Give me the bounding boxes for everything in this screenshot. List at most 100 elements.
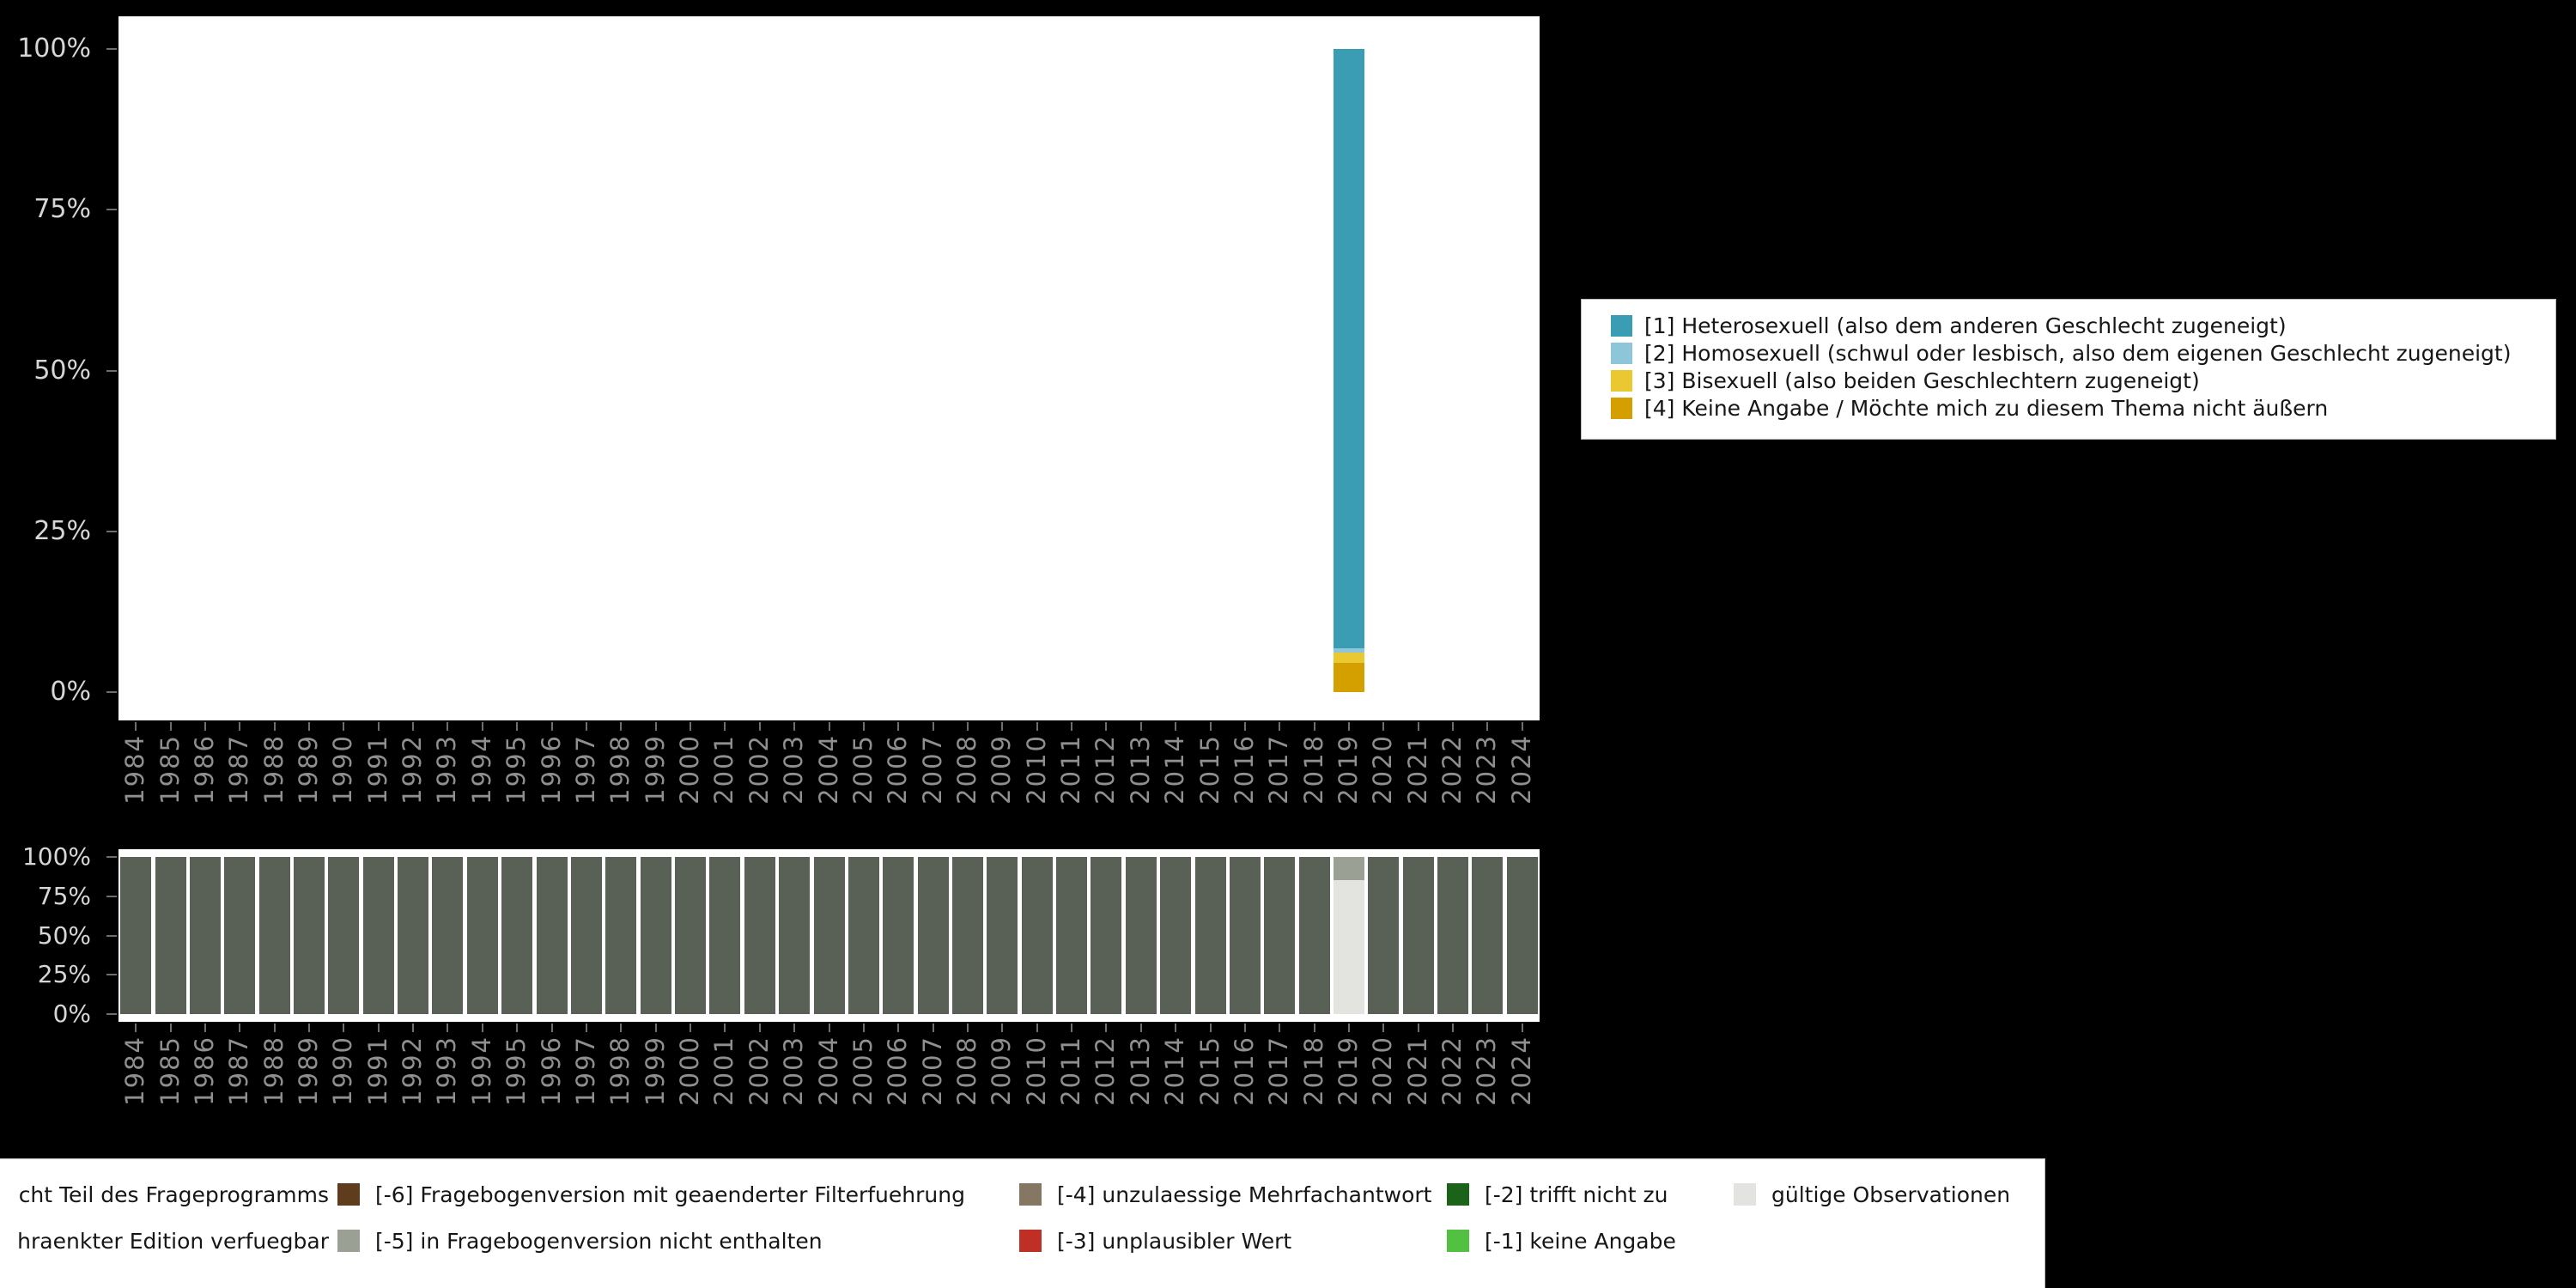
x-axis-label: 2024 [1506,734,1536,805]
legend-entry: [-5] in Fragebogenversion nicht enthalte… [337,1229,1019,1254]
legend-swatch-minus6 [337,1183,360,1206]
x-axis-tick [273,1024,276,1032]
bar-segment [813,857,845,1014]
legend-label: [-3] unplausibler Wert [1057,1228,1292,1254]
bar-2022 [1437,857,1469,1014]
x-axis-tick [273,722,276,731]
bar-segment [189,857,221,1014]
x-axis-tick [620,722,623,731]
x-axis-label: 2020 [1368,734,1398,805]
x-axis-tick [897,722,900,731]
y-axis-tick [106,895,117,897]
x-axis-label: 2007 [917,734,947,805]
x-axis-label: 2020 [1368,1036,1398,1106]
bar-segment [362,857,394,1014]
x-axis-label: 2014 [1160,1036,1190,1106]
x-axis-label: 2002 [744,1036,774,1106]
bar-2000 [675,857,707,1014]
x-axis-tick [620,1024,623,1032]
bar-1989 [294,857,325,1014]
x-axis-label: 2007 [917,1036,947,1106]
x-axis-tick [1105,1024,1108,1032]
bar-segment [258,857,290,1014]
x-axis-label: 2010 [1021,734,1051,805]
x-axis-label: 1999 [640,1036,670,1106]
y-axis-label: 0% [52,999,91,1028]
bar-2004 [813,857,845,1014]
legend-swatch-minus4 [1019,1183,1042,1206]
legend-label: [4] Keine Angabe / Möchte mich zu diesem… [1644,395,2329,421]
x-axis-label: 1995 [501,734,532,805]
x-axis-label: 1984 [120,1036,150,1106]
bar-segment [466,857,498,1014]
x-axis-label: 2013 [1125,734,1155,805]
bar-segment [1298,857,1330,1014]
x-axis-tick [1001,1024,1004,1032]
bar-segment [1021,857,1053,1014]
x-axis-tick [1486,722,1489,731]
x-axis-label: 1992 [398,1036,428,1106]
bar-2005 [848,857,879,1014]
bar-1984 [120,857,152,1014]
x-axis-tick [690,722,692,731]
x-axis-label: 1998 [605,1036,635,1106]
legend-label: [-6] Fragebogenversion mit geaenderter F… [375,1182,965,1207]
x-axis-tick [654,1024,657,1032]
x-axis-label: 2023 [1472,1036,1502,1106]
bar-segment [1437,857,1469,1014]
x-axis-label: 2024 [1506,1036,1536,1106]
x-axis-label: 2022 [1437,734,1467,805]
bar-segment [883,857,914,1014]
x-axis-tick [1521,722,1523,731]
x-axis-label: 1994 [466,734,496,805]
x-axis-tick [1452,722,1455,731]
bar-2001 [709,857,741,1014]
x-axis-label: 1986 [189,734,219,805]
bar-2016 [1229,857,1261,1014]
legend-swatch-heterosexuell [1611,314,1632,337]
x-axis-label: 1996 [536,1036,566,1106]
legend-entry: [-1] keine Angabe [1447,1229,1734,1254]
bar-segment [1333,662,1364,692]
x-axis-label: 2004 [813,1036,843,1106]
x-axis-tick [1486,1024,1489,1032]
bar-1990 [328,857,360,1014]
x-axis-tick [1279,722,1281,731]
x-axis-tick [1071,1024,1073,1032]
y-axis-tick [106,530,117,532]
x-axis-label: 1995 [501,1036,532,1106]
legend-row: cht Teil des Frageprogramms [-6] Fragebo… [1,1171,2044,1218]
x-axis-tick [447,1024,449,1032]
x-axis-label: 2015 [1194,1036,1224,1106]
bar-segment [1056,857,1088,1014]
bar-segment [779,857,811,1014]
x-axis-tick [793,1024,796,1032]
x-axis-tick [239,722,241,731]
legend-swatch-gueltige [1734,1183,1756,1206]
x-axis-label: 1996 [536,734,566,805]
x-axis-label: 2006 [883,734,913,805]
x-axis-tick [932,722,934,731]
bar-segment [1333,857,1364,881]
bar-1985 [155,857,186,1014]
x-axis-tick [516,722,519,731]
x-axis-tick [516,1024,519,1032]
x-axis-tick [1036,722,1038,731]
x-axis-label: 2021 [1402,734,1432,805]
x-axis-label: 2001 [709,734,739,805]
legend-swatch-bisexuell [1611,369,1632,392]
legend-entry: [3] Bisexuell (also beiden Geschlechtern… [1611,367,2555,394]
bar-segment [1506,857,1538,1014]
bar-1991 [362,857,394,1014]
bar-2015 [1194,857,1226,1014]
x-axis-label: 1992 [398,734,428,805]
y-axis-label: 75% [33,194,91,225]
legend-swatch-minus2 [1447,1183,1469,1206]
legend-label: [2] Homosexuell (schwul oder lesbisch, a… [1644,340,2512,366]
x-axis-label: 2008 [951,734,981,805]
x-axis-label: 2005 [848,734,878,805]
x-axis-label: 2016 [1229,1036,1259,1106]
x-axis-label: 1985 [155,734,185,805]
x-axis-tick [1175,1024,1177,1032]
